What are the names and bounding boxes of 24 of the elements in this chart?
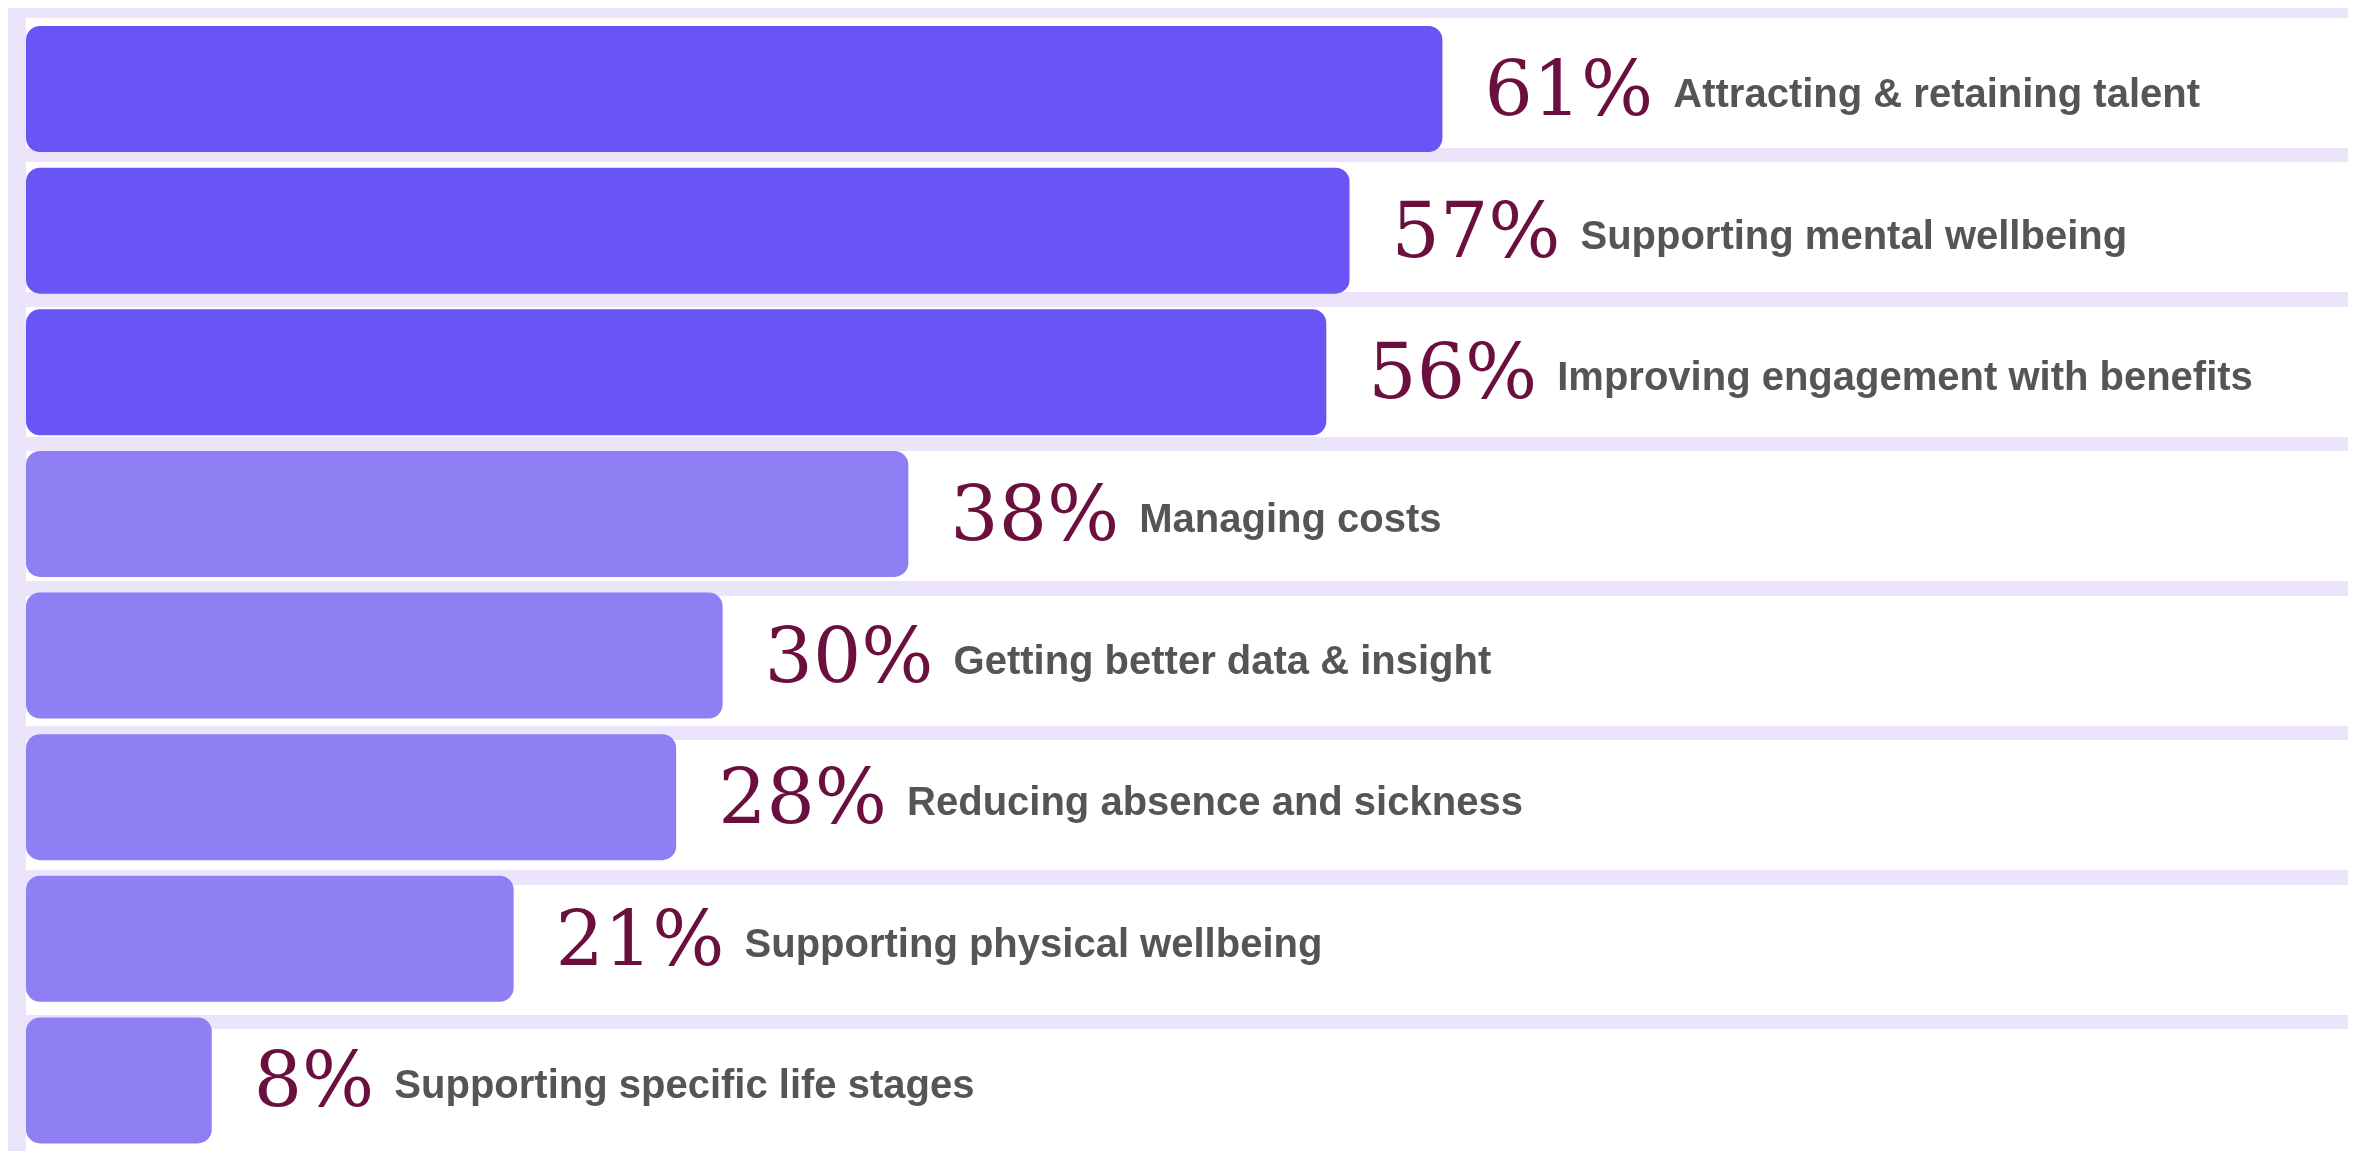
data-label: 38%	[950, 468, 1120, 558]
bar	[26, 875, 514, 1002]
bar	[26, 592, 723, 719]
y-tick-label: Reducing absence and sickness	[907, 779, 1523, 824]
data-label: 57%	[1391, 185, 1561, 275]
data-label: 8%	[253, 1035, 375, 1125]
y-tick-label: Supporting mental wellbeing	[1580, 212, 2128, 257]
data-label: 30%	[764, 610, 934, 700]
data-label: 21%	[555, 893, 725, 983]
bar	[26, 26, 1443, 152]
data-label: 56%	[1368, 327, 1538, 417]
bar	[26, 167, 1350, 294]
y-tick-label: Managing costs	[1139, 495, 1442, 540]
bar	[26, 734, 677, 861]
y-tick-label: Getting better data & insight	[953, 637, 1492, 682]
y-tick-label: Supporting specific life stages	[394, 1062, 975, 1107]
y-tick-label: Supporting physical wellbeing	[744, 920, 1323, 965]
bar	[26, 309, 1327, 436]
bar	[26, 1017, 212, 1144]
data-label: 28%	[718, 752, 888, 842]
y-tick-label: Attracting & retaining talent	[1673, 71, 2201, 115]
y-tick-label: Improving engagement with benefits	[1557, 354, 2253, 399]
bar	[26, 450, 909, 577]
data-label: 61%	[1484, 44, 1654, 133]
